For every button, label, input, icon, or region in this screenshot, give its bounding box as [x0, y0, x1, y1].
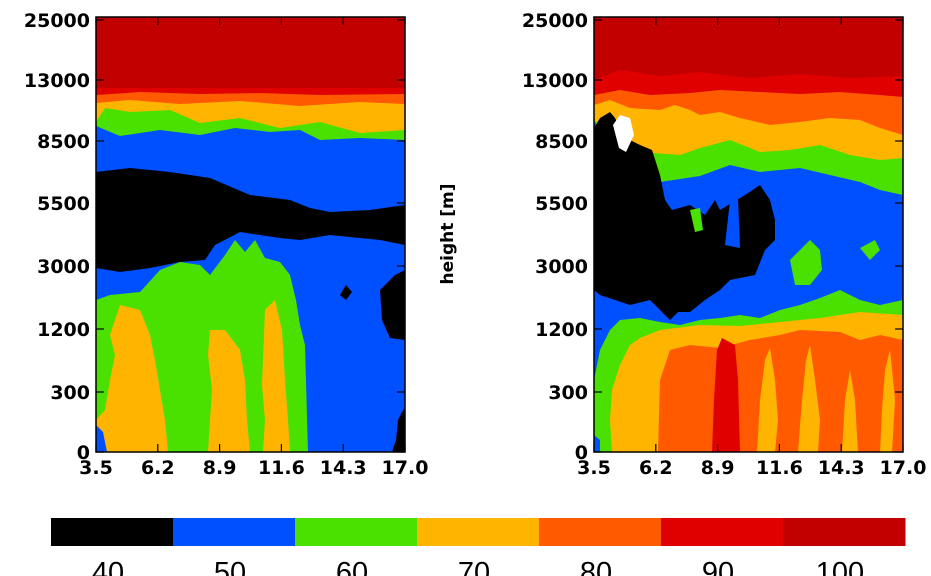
colorbar-swatch	[173, 518, 296, 546]
colorbar-swatch	[783, 518, 906, 546]
right-y-tick-label: 1200	[535, 319, 588, 341]
contour-region-level-70	[96, 305, 168, 452]
right-contour-plot	[594, 17, 903, 452]
left-y-tick-label: 8500	[37, 131, 90, 153]
axes: 3.5 6.2 8.9 11.6 14.3 17.00300120030005500850…	[24, 10, 927, 479]
colorbar-swatch	[417, 518, 540, 546]
contour-region-level-40	[340, 285, 352, 300]
left-panel	[95, 16, 406, 453]
right-x-tick-label: 8.9	[701, 457, 735, 479]
contour-region-level-70	[842, 370, 858, 452]
left-y-tick-label: 5500	[37, 193, 90, 215]
left-x-tick-label: 14.3	[320, 457, 367, 479]
left-x-tick-label: 6.2	[141, 457, 175, 479]
contour-region-level-40	[96, 168, 405, 272]
colorbar-swatch	[661, 518, 784, 546]
colorbar-label: 90.	[702, 557, 742, 576]
right-y-tick-label: 3000	[535, 256, 588, 278]
left-y-tick-label: 300	[50, 382, 90, 404]
colorbar-label: 50.	[214, 557, 254, 576]
left-x-tick-label: 8.9	[203, 457, 237, 479]
left-x-tick-label: 3.5	[79, 457, 113, 479]
right-y-tick-label: 300	[548, 382, 588, 404]
contour-region-level-40	[380, 270, 405, 340]
right-y-tick-label: 25000	[522, 10, 588, 32]
colorbar-swatch	[51, 518, 174, 546]
right-y-tick-label: 8500	[535, 131, 588, 153]
contour-region-level-60	[690, 208, 703, 232]
contour-region-level-70	[208, 330, 250, 452]
right-x-tick-label: 11.6	[756, 457, 803, 479]
contour-region-level-90	[712, 338, 740, 452]
right-y-tick-label: 5500	[535, 193, 588, 215]
left-x-tick-label: 17.0	[382, 457, 429, 479]
contour-region-level-50	[594, 435, 600, 452]
left-contour-plot	[96, 17, 405, 452]
contour-region-level-70	[880, 350, 895, 452]
contour-region-level-70	[798, 345, 820, 452]
colorbar-swatch	[295, 518, 418, 546]
contour-region-level-40	[594, 112, 775, 320]
right-panel	[593, 16, 904, 453]
colorbar-swatch	[539, 518, 662, 546]
contour-region-level-80	[658, 330, 903, 452]
right-x-tick-label: 3.5	[577, 457, 611, 479]
left-y-tick-label: 0	[77, 442, 90, 464]
contour-region-level-60	[860, 240, 880, 260]
contour-region-level-50	[96, 425, 107, 452]
left-y-tick-label: 13000	[24, 70, 90, 92]
y-axis-label: height [m]	[438, 183, 458, 284]
colorbar: 40. 50. 60. 70. 80. 90. 100.	[51, 518, 906, 576]
contour-region-hole	[613, 115, 634, 152]
colorbar-label: 80.	[580, 557, 620, 576]
left-y-tick-label: 3000	[37, 256, 90, 278]
contour-region-level-70	[757, 348, 778, 452]
contour-region-level-60	[790, 240, 822, 285]
right-x-tick-label: 17.0	[880, 457, 927, 479]
right-y-tick-label: 13000	[522, 70, 588, 92]
colorbar-label: 70.	[458, 557, 498, 576]
contour-region-level-50	[725, 198, 740, 248]
left-x-tick-label: 11.6	[258, 457, 305, 479]
left-y-tick-label: 25000	[24, 10, 90, 32]
right-x-tick-label: 14.3	[818, 457, 865, 479]
right-x-tick-label: 6.2	[639, 457, 673, 479]
contour-region-level-40	[392, 408, 405, 452]
colorbar-label: 40.	[92, 557, 132, 576]
contour-region-level-70	[262, 300, 290, 452]
colorbar-label: 100.	[816, 557, 872, 576]
right-y-tick-label: 0	[575, 442, 588, 464]
colorbar-label: 60.	[336, 557, 376, 576]
left-y-tick-label: 1200	[37, 319, 90, 341]
